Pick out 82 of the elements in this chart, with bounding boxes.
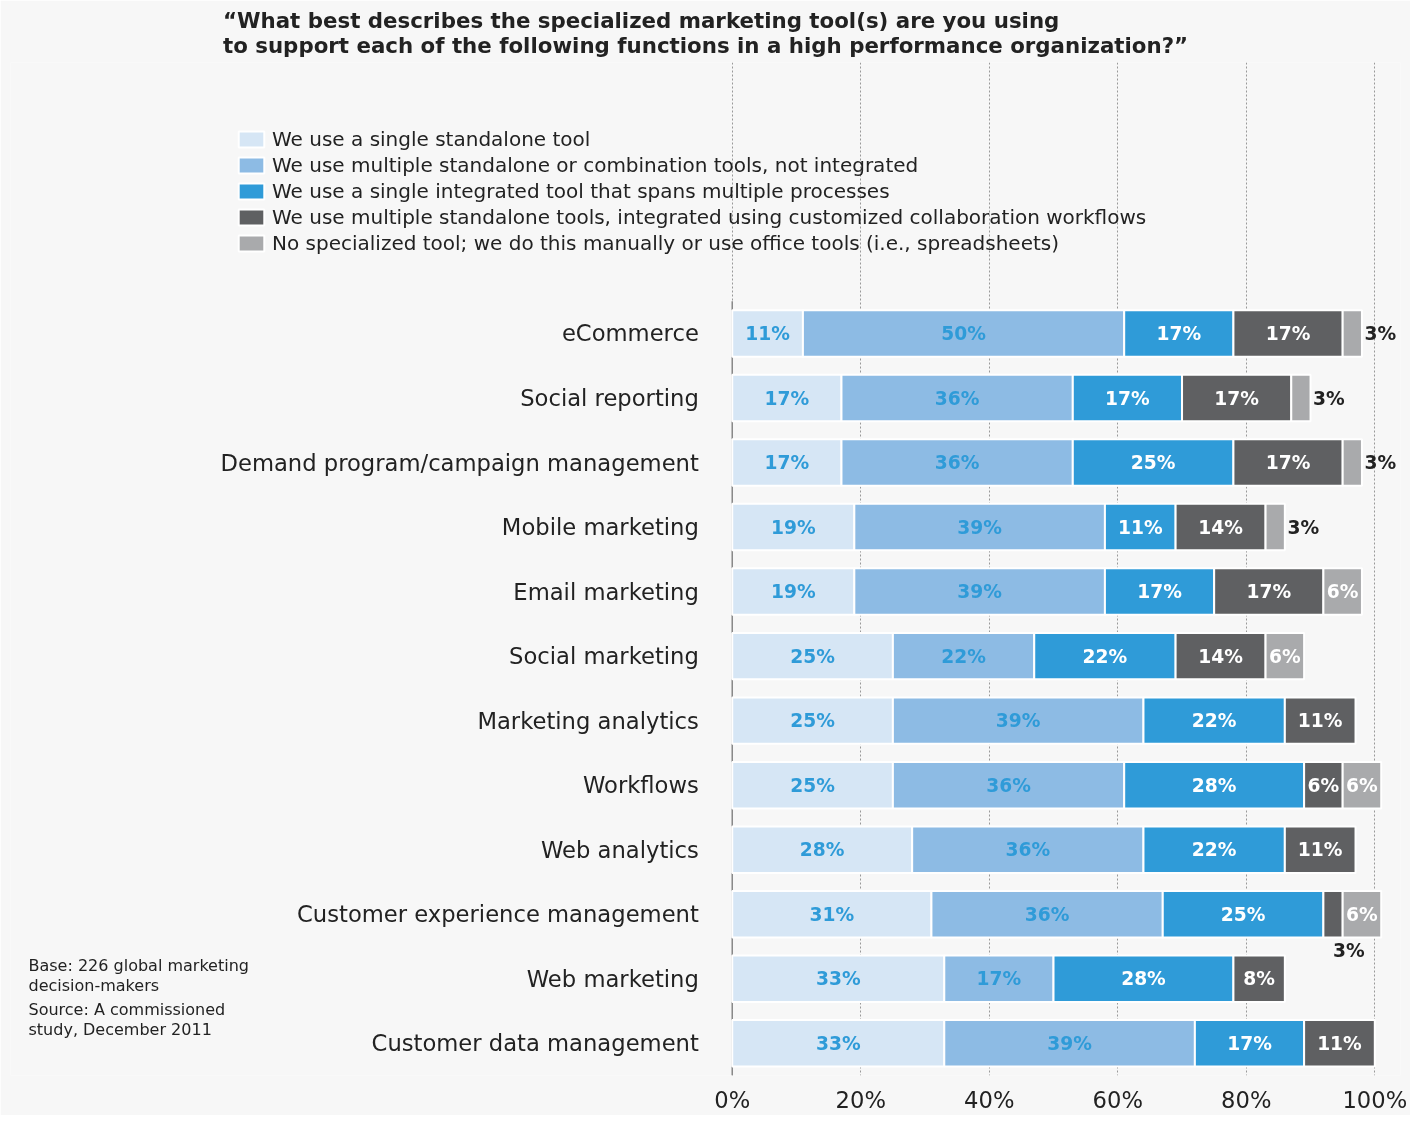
data-label: 3% bbox=[1333, 940, 1366, 961]
data-label: 25% bbox=[790, 710, 836, 732]
data-label: 28% bbox=[799, 839, 845, 861]
data-label: 6% bbox=[1326, 581, 1359, 603]
data-label: 11% bbox=[1297, 710, 1343, 732]
y-tick-label: eCommerce bbox=[561, 320, 699, 347]
data-label: 39% bbox=[957, 581, 1003, 603]
y-tick-label: Email marketing bbox=[513, 578, 699, 605]
data-label: 3% bbox=[1287, 516, 1320, 538]
data-label: 25% bbox=[790, 645, 836, 667]
data-label: 17% bbox=[1156, 322, 1202, 344]
data-label: 17% bbox=[1214, 387, 1260, 409]
y-tick-label: Social reporting bbox=[520, 385, 699, 412]
data-label: 11% bbox=[1317, 1032, 1363, 1054]
data-label: 22% bbox=[941, 645, 987, 667]
data-label: 36% bbox=[1024, 903, 1070, 925]
data-label: 17% bbox=[1246, 581, 1292, 603]
data-label: 28% bbox=[1191, 774, 1237, 796]
legend-label: We use a single standalone tool bbox=[272, 127, 591, 151]
x-tick-label: 0% bbox=[714, 1086, 751, 1113]
data-label: 3% bbox=[1364, 452, 1397, 474]
source-note: Source: A commissioned study, December 2011 bbox=[28, 999, 226, 1039]
y-tick-label: Customer data management bbox=[371, 1030, 699, 1057]
data-label: 17% bbox=[976, 968, 1022, 990]
legend-label: We use multiple standalone or combination tools, not integrated bbox=[272, 153, 919, 177]
data-label: 11% bbox=[1297, 839, 1343, 861]
data-label: 25% bbox=[1220, 903, 1266, 925]
x-tick-label: 20% bbox=[835, 1086, 886, 1113]
x-tick-label: 80% bbox=[1221, 1086, 1272, 1113]
x-tick-label: 100% bbox=[1342, 1086, 1408, 1113]
data-label: 14% bbox=[1198, 645, 1244, 667]
data-label: 6% bbox=[1307, 774, 1340, 796]
data-label: 33% bbox=[815, 968, 861, 990]
chart-title: “What best describes the specialized marketing tool(s) are you using to support each of the following functions in a high performance organization?” bbox=[222, 7, 1189, 58]
data-label: 22% bbox=[1082, 645, 1128, 667]
data-label: 36% bbox=[934, 387, 980, 409]
data-label: 25% bbox=[1130, 452, 1176, 474]
data-label: 31% bbox=[809, 903, 855, 925]
y-tick-label: Workflows bbox=[582, 772, 699, 799]
data-label: 36% bbox=[986, 774, 1032, 796]
data-label: 3% bbox=[1364, 322, 1397, 344]
data-label: 8% bbox=[1243, 968, 1276, 990]
data-label: 6% bbox=[1346, 774, 1379, 796]
data-label: 39% bbox=[957, 516, 1003, 538]
legend-label: We use multiple standalone tools, integrated using customized collaboration workflows bbox=[272, 205, 1147, 229]
data-label: 17% bbox=[764, 387, 810, 409]
data-label: 39% bbox=[995, 710, 1041, 732]
data-label: 39% bbox=[1047, 1032, 1093, 1054]
y-tick-label: Demand program/campaign management bbox=[220, 449, 699, 476]
legend-label: We use a single integrated tool that spans multiple processes bbox=[272, 179, 890, 203]
text: Base: 226 global marketing decision-makers bbox=[28, 955, 249, 995]
data-label: 17% bbox=[1265, 452, 1311, 474]
data-label: 50% bbox=[941, 322, 987, 344]
data-label: 36% bbox=[934, 452, 980, 474]
y-tick-label: Customer experience management bbox=[297, 901, 699, 928]
data-label: 11% bbox=[745, 322, 791, 344]
y-tick-label: Marketing analytics bbox=[477, 707, 699, 734]
data-label: 22% bbox=[1191, 710, 1237, 732]
data-label: 17% bbox=[1265, 322, 1311, 344]
data-label: 36% bbox=[1005, 839, 1051, 861]
data-label: 28% bbox=[1121, 968, 1167, 990]
x-tick-label: 40% bbox=[964, 1086, 1015, 1113]
data-label: 19% bbox=[770, 516, 816, 538]
data-label: 3% bbox=[1313, 387, 1346, 409]
data-label: 19% bbox=[770, 581, 816, 603]
data-label: 6% bbox=[1346, 903, 1379, 925]
x-tick-label: 60% bbox=[1092, 1086, 1143, 1113]
data-label: 17% bbox=[1227, 1032, 1273, 1054]
data-label: 17% bbox=[1105, 387, 1151, 409]
y-tick-label: Web marketing bbox=[526, 965, 699, 992]
data-label: 14% bbox=[1198, 516, 1244, 538]
legend-label: No specialized tool; we do this manually or use office tools (i.e., spreadsheets) bbox=[272, 231, 1060, 255]
y-tick-label: Social marketing bbox=[509, 643, 699, 670]
data-label: 17% bbox=[764, 452, 810, 474]
y-tick-label: Mobile marketing bbox=[501, 514, 699, 541]
y-tick-label: Web analytics bbox=[540, 836, 699, 863]
data-label: 25% bbox=[790, 774, 836, 796]
data-label: 22% bbox=[1191, 839, 1237, 861]
data-label: 6% bbox=[1269, 645, 1301, 667]
data-label: 11% bbox=[1117, 516, 1163, 538]
data-label: 17% bbox=[1137, 581, 1183, 603]
data-label: 33% bbox=[815, 1032, 861, 1054]
